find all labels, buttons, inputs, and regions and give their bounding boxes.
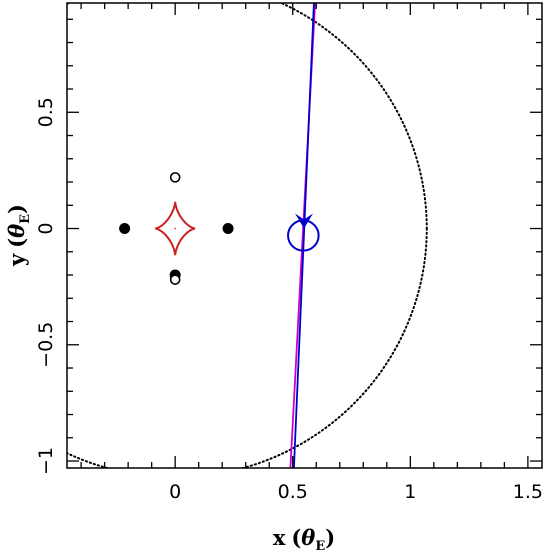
open-image-point: [169, 274, 181, 285]
x-tick-label: 1: [404, 481, 416, 503]
caustic-center: [174, 227, 176, 230]
filled-image-point: [119, 223, 131, 235]
axis-ticks: [67, 3, 542, 468]
x-tick-label: 0: [169, 481, 181, 503]
x-axis-label: x (θE): [273, 525, 335, 554]
x-axis-label-main: x: [273, 525, 286, 550]
y-axis-label-sub: E: [18, 214, 33, 224]
source-trajectory: [293, 3, 315, 468]
y-tick-label: −1: [35, 447, 57, 475]
y-axis-label-symbol: θ: [4, 224, 29, 238]
filled-image-point: [222, 223, 234, 235]
y-tick-label: −0.5: [35, 322, 57, 368]
y-axis-label-main: y: [4, 253, 29, 267]
caustic-curve: [154, 201, 196, 256]
y-axis-label: y(θE): [4, 204, 33, 267]
x-axis-label-symbol: θ: [301, 525, 315, 550]
plot-frame: [66, 2, 543, 469]
tick-labels: 0 0.5 1 1.5 −1 −0.5 0 0.5: [35, 97, 543, 503]
y-tick-label: 0.5: [35, 97, 57, 127]
x-axis-label-sub: E: [315, 539, 325, 554]
open-image-point: [169, 172, 181, 183]
plot-area: [67, 3, 428, 468]
trajectory-direction-arrow: [295, 213, 314, 229]
einstein-ring: [67, 3, 428, 468]
x-tick-label: 0.5: [278, 481, 308, 503]
x-tick-label: 1.5: [513, 481, 543, 503]
y-tick-label: 0: [35, 222, 57, 234]
